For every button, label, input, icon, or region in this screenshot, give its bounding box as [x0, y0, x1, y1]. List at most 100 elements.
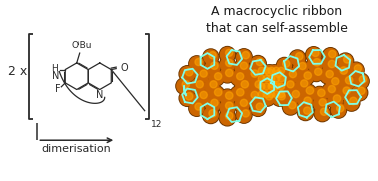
Circle shape [204, 59, 221, 76]
Circle shape [333, 95, 341, 102]
Circle shape [246, 90, 260, 104]
Circle shape [273, 67, 280, 74]
Circle shape [326, 70, 333, 78]
Circle shape [231, 70, 246, 86]
Circle shape [258, 73, 271, 87]
Circle shape [206, 60, 220, 75]
Circle shape [256, 58, 263, 66]
Circle shape [358, 87, 365, 94]
Circle shape [245, 67, 261, 83]
Circle shape [226, 69, 233, 77]
Circle shape [267, 88, 282, 104]
Circle shape [258, 89, 271, 103]
Circle shape [189, 100, 205, 116]
Circle shape [179, 66, 196, 82]
Circle shape [297, 69, 314, 86]
Circle shape [230, 86, 247, 102]
Circle shape [200, 91, 207, 99]
Circle shape [290, 51, 305, 65]
Circle shape [325, 75, 342, 91]
Circle shape [191, 79, 205, 93]
Circle shape [258, 83, 265, 90]
Circle shape [321, 108, 328, 115]
Circle shape [211, 62, 218, 69]
Circle shape [343, 87, 350, 94]
Circle shape [289, 50, 306, 66]
Circle shape [190, 57, 204, 71]
Circle shape [253, 89, 266, 103]
Circle shape [276, 57, 293, 73]
Circle shape [339, 74, 356, 90]
Circle shape [327, 92, 344, 109]
Circle shape [240, 99, 248, 106]
Circle shape [220, 58, 234, 72]
Circle shape [340, 67, 347, 74]
Circle shape [293, 60, 309, 76]
Circle shape [268, 67, 275, 74]
Circle shape [219, 109, 236, 126]
Circle shape [350, 97, 357, 105]
Circle shape [344, 95, 359, 110]
Circle shape [299, 70, 313, 85]
Text: F: F [54, 84, 60, 94]
Circle shape [313, 58, 321, 66]
Circle shape [253, 81, 267, 96]
Circle shape [200, 70, 207, 77]
Circle shape [255, 81, 262, 88]
Circle shape [314, 97, 328, 111]
Circle shape [267, 79, 283, 95]
Circle shape [219, 67, 235, 83]
Circle shape [272, 65, 287, 80]
Circle shape [251, 91, 259, 99]
Circle shape [186, 93, 193, 100]
Circle shape [268, 81, 281, 95]
Circle shape [345, 77, 353, 84]
Circle shape [205, 79, 219, 93]
Circle shape [262, 81, 277, 96]
Circle shape [237, 73, 244, 80]
Circle shape [312, 49, 319, 56]
Circle shape [219, 57, 235, 73]
Circle shape [250, 100, 266, 116]
Circle shape [253, 66, 266, 79]
Circle shape [298, 94, 314, 111]
Circle shape [179, 90, 196, 106]
Circle shape [320, 68, 336, 84]
Circle shape [242, 110, 249, 117]
Circle shape [210, 81, 217, 88]
Circle shape [234, 59, 250, 76]
Circle shape [219, 99, 235, 116]
Circle shape [274, 70, 282, 77]
Circle shape [241, 81, 248, 88]
Circle shape [268, 73, 281, 87]
Circle shape [283, 68, 299, 84]
Circle shape [338, 85, 352, 100]
Circle shape [220, 110, 235, 125]
Circle shape [208, 70, 225, 86]
Circle shape [208, 86, 225, 102]
Circle shape [289, 70, 296, 78]
Circle shape [273, 75, 280, 82]
Circle shape [272, 88, 287, 104]
Circle shape [258, 81, 271, 95]
Circle shape [214, 89, 222, 96]
Circle shape [337, 105, 344, 112]
Circle shape [219, 47, 235, 63]
Circle shape [257, 65, 273, 80]
Circle shape [250, 79, 264, 93]
Circle shape [282, 79, 296, 93]
Circle shape [309, 66, 324, 81]
Circle shape [260, 67, 275, 81]
Circle shape [273, 89, 286, 103]
Circle shape [323, 59, 337, 73]
Circle shape [231, 87, 246, 101]
Circle shape [226, 92, 233, 99]
Circle shape [180, 67, 195, 81]
Circle shape [301, 85, 316, 100]
Circle shape [236, 79, 250, 93]
Circle shape [263, 78, 279, 94]
Circle shape [263, 75, 270, 82]
Circle shape [220, 68, 235, 82]
Circle shape [328, 93, 342, 108]
Circle shape [323, 49, 338, 63]
